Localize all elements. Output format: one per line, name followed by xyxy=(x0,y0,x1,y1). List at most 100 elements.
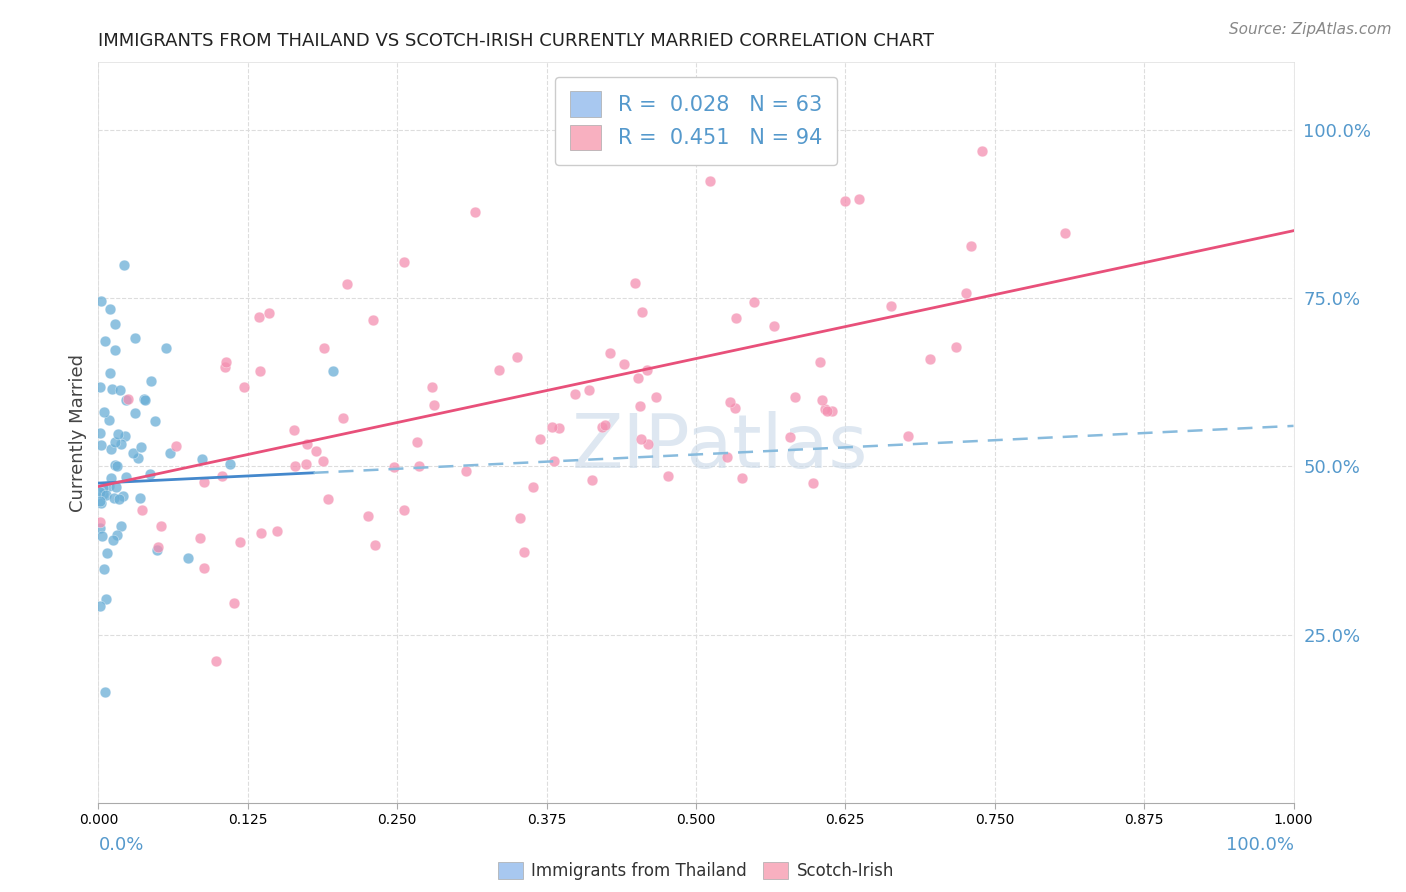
Point xyxy=(112,258,135,272)
Point xyxy=(165,440,187,454)
Point xyxy=(266,524,288,539)
Point xyxy=(131,502,153,516)
Point xyxy=(89,485,111,500)
Point xyxy=(880,300,903,314)
Point xyxy=(132,392,155,406)
Point xyxy=(134,392,156,407)
Point xyxy=(249,364,271,378)
Point xyxy=(93,405,115,419)
Point xyxy=(657,469,679,483)
Point xyxy=(89,438,111,452)
Point xyxy=(336,277,359,292)
Point xyxy=(98,413,121,427)
Point xyxy=(392,255,415,269)
Point xyxy=(384,459,406,474)
Point xyxy=(785,390,807,404)
Point xyxy=(578,383,600,397)
Legend: Immigrants from Thailand, Scotch-Irish: Immigrants from Thailand, Scotch-Irish xyxy=(491,855,901,887)
Point xyxy=(295,436,318,450)
Point xyxy=(91,487,114,501)
Point xyxy=(636,362,658,376)
Point xyxy=(595,417,617,432)
Point xyxy=(117,392,139,406)
Point xyxy=(581,473,603,487)
Point xyxy=(316,492,339,507)
Point xyxy=(108,491,131,506)
Point xyxy=(94,685,117,699)
Point xyxy=(96,592,118,607)
Point xyxy=(100,471,122,485)
Point xyxy=(742,295,765,310)
Point xyxy=(488,362,510,376)
Point xyxy=(406,435,429,450)
Point xyxy=(821,403,844,417)
Point xyxy=(464,205,486,219)
Point xyxy=(529,432,551,446)
Point xyxy=(613,357,636,371)
Point xyxy=(155,341,177,355)
Point xyxy=(361,313,384,327)
Point xyxy=(110,437,132,451)
Point xyxy=(779,430,801,444)
Point xyxy=(90,496,112,510)
Point xyxy=(637,437,659,451)
Point xyxy=(725,311,748,326)
Point xyxy=(89,380,111,394)
Point xyxy=(193,561,215,575)
Point xyxy=(815,404,838,418)
Point xyxy=(115,392,138,407)
Point xyxy=(98,301,121,316)
Point xyxy=(149,518,172,533)
Point xyxy=(229,535,252,549)
Point xyxy=(814,401,837,416)
Point xyxy=(101,533,124,547)
Point xyxy=(143,414,166,428)
Point xyxy=(314,341,336,355)
Point xyxy=(108,383,131,397)
Point xyxy=(294,457,316,471)
Point xyxy=(322,364,344,378)
Point xyxy=(98,366,121,380)
Point xyxy=(834,194,856,208)
Point xyxy=(232,380,254,394)
Point xyxy=(522,481,544,495)
Text: IMMIGRANTS FROM THAILAND VS SCOTCH-IRISH CURRENTLY MARRIED CORRELATION CHART: IMMIGRANTS FROM THAILAND VS SCOTCH-IRISH… xyxy=(98,32,935,50)
Point xyxy=(548,421,571,435)
Point xyxy=(801,475,824,490)
Point xyxy=(513,545,536,559)
Text: ZIPatlas: ZIPatlas xyxy=(572,411,868,484)
Point xyxy=(124,406,146,420)
Point xyxy=(250,525,273,540)
Point xyxy=(408,459,430,474)
Point xyxy=(505,350,527,364)
Point xyxy=(100,382,122,396)
Point xyxy=(247,310,270,324)
Point xyxy=(105,458,128,473)
Point xyxy=(624,276,647,290)
Point xyxy=(129,440,152,454)
Point xyxy=(115,470,138,484)
Point xyxy=(628,399,651,413)
Point xyxy=(810,392,832,407)
Point xyxy=(138,467,160,482)
Point xyxy=(257,305,280,319)
Point xyxy=(177,550,200,565)
Point xyxy=(104,458,127,473)
Point xyxy=(141,374,163,388)
Point xyxy=(89,426,111,441)
Point xyxy=(392,503,415,517)
Point xyxy=(724,401,747,415)
Point xyxy=(364,537,387,551)
Point xyxy=(454,464,477,478)
Point xyxy=(122,446,145,460)
Point xyxy=(1054,226,1077,240)
Point xyxy=(190,531,212,545)
Point xyxy=(211,469,233,483)
Point xyxy=(312,454,335,468)
Point xyxy=(159,446,181,460)
Point xyxy=(104,343,127,358)
Point xyxy=(90,294,112,309)
Point xyxy=(191,452,214,467)
Point xyxy=(945,340,967,354)
Point xyxy=(105,528,128,542)
